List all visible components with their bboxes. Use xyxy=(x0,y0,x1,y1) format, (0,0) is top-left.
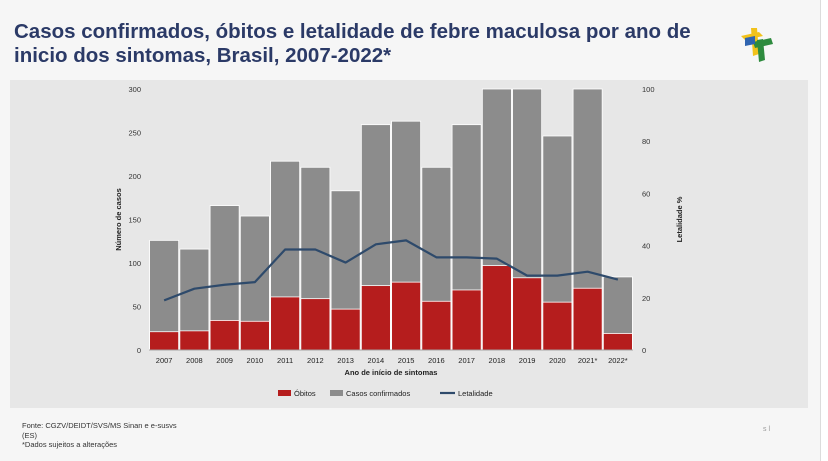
bar-obitos xyxy=(330,308,361,351)
source-note: Fonte: CGZV/DEIDT/SVS/MS Sinan e e-susvs… xyxy=(22,421,222,450)
x-tick-label: 2017 xyxy=(458,356,475,365)
x-tick-label: 2019 xyxy=(519,356,536,365)
x-tick-label: 2011 xyxy=(277,356,293,365)
x-tick-label: 2013 xyxy=(337,356,354,365)
y2-tick-label: 40 xyxy=(642,242,650,251)
y-tick-label: 300 xyxy=(128,85,141,94)
legend-label-casos: Casos confirmados xyxy=(346,389,410,398)
bar-obitos xyxy=(270,296,301,351)
bar-obitos xyxy=(239,320,270,351)
bar-obitos xyxy=(149,331,180,351)
bar-obitos xyxy=(300,298,331,351)
y2-tick-label: 60 xyxy=(642,189,650,198)
bar-obitos xyxy=(391,281,422,351)
y2-axis-title: Letalidade % xyxy=(675,196,684,242)
x-tick-label: 2008 xyxy=(186,356,203,365)
source-line: Fonte: CGZV/DEIDT/SVS/MS Sinan e e-susvs xyxy=(22,421,177,430)
bar-obitos xyxy=(209,320,240,351)
y2-tick-label: 100 xyxy=(642,85,655,94)
bar-obitos xyxy=(179,330,210,351)
x-tick-label: 2021* xyxy=(578,356,598,365)
bar-obitos xyxy=(512,277,543,351)
x-tick-label: 2009 xyxy=(216,356,233,365)
bar-obitos xyxy=(572,287,603,351)
line-letalidade xyxy=(163,239,619,302)
bar-obitos xyxy=(360,285,391,351)
x-tick-label: 2016 xyxy=(428,356,445,365)
y-axis-title: Número de casos xyxy=(114,188,123,251)
y-tick-label: 150 xyxy=(128,216,141,225)
x-tick-label: 2007 xyxy=(156,356,173,365)
source-line: (ES) xyxy=(22,430,37,440)
chart: 0 50 100 150 200 250 300 0 20 40 60 80 100 2007 2008 20… xyxy=(114,85,684,398)
legend-label-letalidade: Letalidade xyxy=(458,389,493,398)
y2-tick-label: 80 xyxy=(642,137,650,146)
y-tick-label: 250 xyxy=(128,129,141,138)
x-axis-title: Ano de início de sintomas xyxy=(345,368,438,377)
legend-label-obitos: Óbitos xyxy=(294,389,316,398)
y2-tick-label: 20 xyxy=(642,294,650,303)
bar-obitos xyxy=(421,300,452,351)
y-tick-label: 0 xyxy=(137,346,141,355)
bar-obitos xyxy=(602,333,633,351)
slide-title: Casos confirmados, óbitos e letalidade d… xyxy=(14,20,691,67)
page-number: s l xyxy=(763,426,770,433)
y-tick-label: 200 xyxy=(128,172,141,181)
bar-obitos xyxy=(451,289,482,351)
y2-tick-label: 0 xyxy=(642,346,646,355)
x-tick-label: 2020 xyxy=(549,356,566,365)
legend-swatch-obitos xyxy=(278,390,291,396)
y-tick-label: 100 xyxy=(128,259,141,268)
legend-swatch-casos xyxy=(330,390,343,396)
x-tick-label: 2012 xyxy=(307,356,324,365)
x-tick-label: 2018 xyxy=(489,356,506,365)
x-tick-label: 2015 xyxy=(398,356,415,365)
disclaimer-line: *Dados sujeitos a alterações xyxy=(22,440,118,449)
health-ministry-logo-icon xyxy=(741,28,773,62)
bar-obitos xyxy=(481,265,512,351)
x-tick-label: 2022* xyxy=(608,356,628,365)
bar-obitos xyxy=(542,301,573,351)
x-tick-label: 2010 xyxy=(247,356,264,365)
x-tick-label: 2014 xyxy=(368,356,385,365)
y-tick-label: 50 xyxy=(133,303,141,312)
